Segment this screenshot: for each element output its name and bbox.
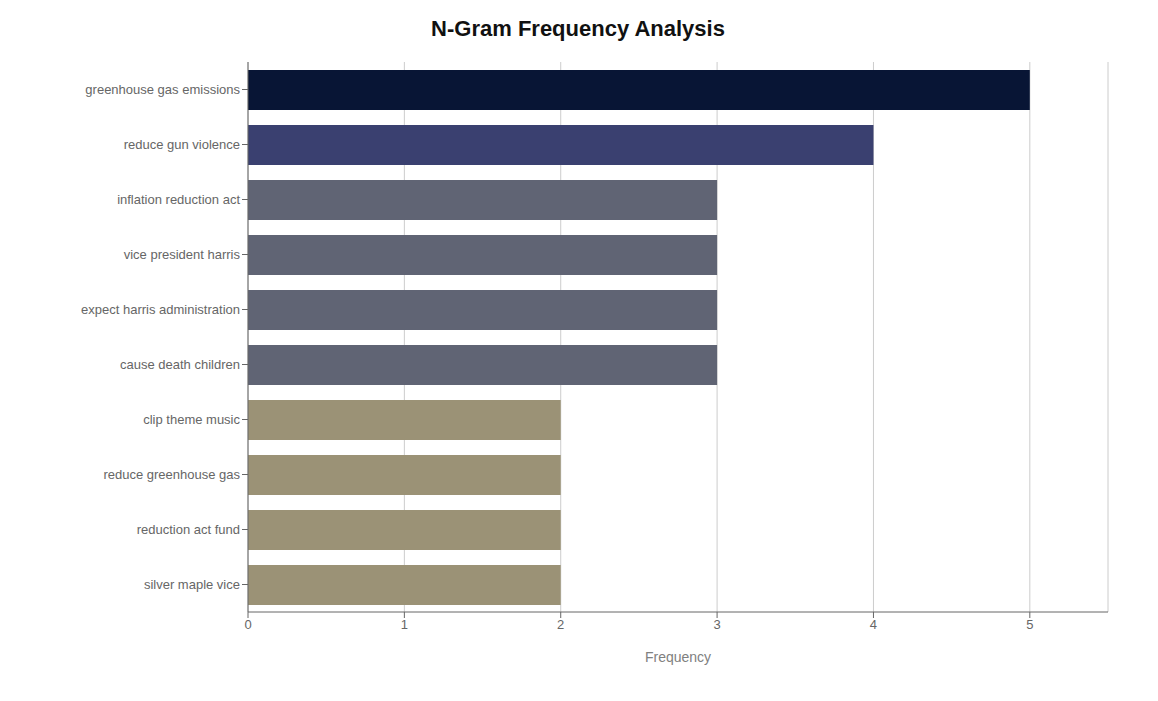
svg-text:silver maple vice: silver maple vice — [144, 577, 240, 592]
svg-text:reduction act fund: reduction act fund — [137, 522, 240, 537]
svg-text:reduce gun violence: reduce gun violence — [124, 137, 240, 152]
svg-text:greenhouse gas emissions: greenhouse gas emissions — [85, 82, 240, 97]
svg-text:5: 5 — [1026, 617, 1033, 632]
svg-text:reduce greenhouse gas: reduce greenhouse gas — [103, 467, 240, 482]
svg-text:4: 4 — [870, 617, 877, 632]
svg-text:expect harris administration: expect harris administration — [81, 302, 240, 317]
html-text:N-Gram Frequency Analysis: N-Gram Frequency Analysis — [431, 16, 725, 41]
svg-text:3: 3 — [713, 617, 720, 632]
svg-text:2: 2 — [557, 617, 564, 632]
svg-text:1: 1 — [401, 617, 408, 632]
svg-text:inflation reduction act: inflation reduction act — [117, 192, 240, 207]
svg-text:clip theme music: clip theme music — [143, 412, 240, 427]
svg-text:0: 0 — [244, 617, 251, 632]
svg-text:cause death children: cause death children — [120, 357, 240, 372]
svg-text:vice president harris: vice president harris — [124, 247, 241, 262]
svg-text:Frequency: Frequency — [645, 649, 711, 665]
